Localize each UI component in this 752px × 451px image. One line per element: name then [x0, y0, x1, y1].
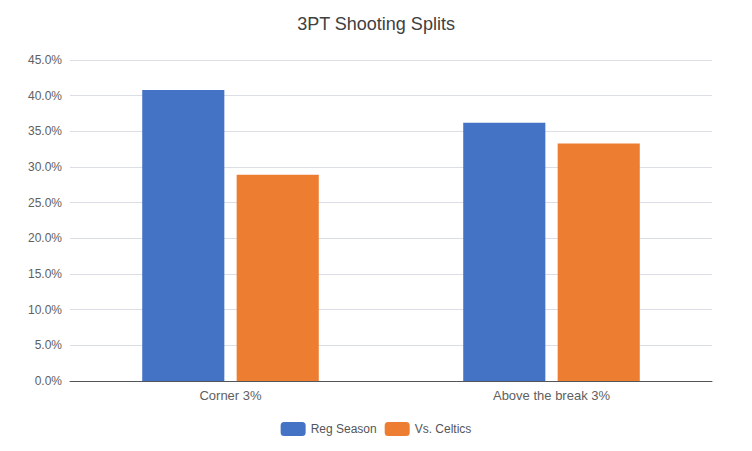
svg-text:Above the break 3%: Above the break 3% — [493, 388, 611, 403]
svg-text:3PT Shooting Splits: 3PT Shooting Splits — [297, 14, 455, 34]
svg-text:Reg Season: Reg Season — [311, 422, 377, 436]
svg-text:Vs. Celtics: Vs. Celtics — [415, 422, 472, 436]
svg-text:35.0%: 35.0% — [28, 124, 62, 138]
svg-text:0.0%: 0.0% — [35, 374, 63, 388]
svg-text:40.0%: 40.0% — [28, 89, 62, 103]
svg-text:Corner 3%: Corner 3% — [199, 388, 262, 403]
svg-text:20.0%: 20.0% — [28, 231, 62, 245]
svg-text:25.0%: 25.0% — [28, 196, 62, 210]
svg-text:45.0%: 45.0% — [28, 53, 62, 67]
svg-text:30.0%: 30.0% — [28, 160, 62, 174]
svg-text:15.0%: 15.0% — [28, 267, 62, 281]
svg-text:10.0%: 10.0% — [28, 303, 62, 317]
svg-text:5.0%: 5.0% — [35, 338, 63, 352]
